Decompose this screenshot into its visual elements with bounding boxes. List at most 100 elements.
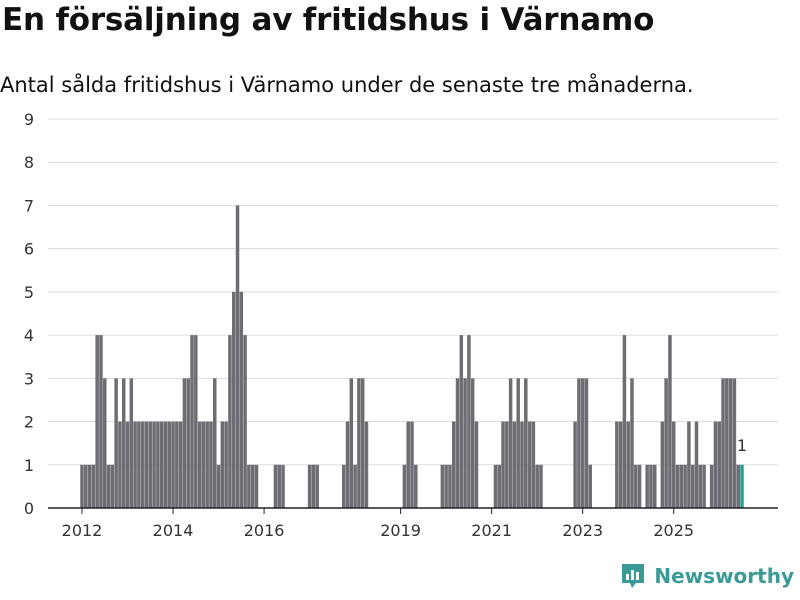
bar [213, 378, 217, 508]
bar [156, 421, 160, 508]
bar [694, 421, 699, 508]
bar [106, 464, 111, 508]
bar [121, 378, 126, 508]
x-tick-label: 2023 [562, 521, 603, 540]
bar [80, 464, 84, 508]
bar [618, 421, 623, 508]
bar [524, 378, 528, 508]
bar [103, 378, 107, 508]
bar [467, 335, 471, 508]
bar [353, 464, 357, 508]
bar [220, 421, 225, 508]
x-tick-label: 2025 [653, 521, 694, 540]
bar [114, 378, 118, 508]
bar [531, 421, 536, 508]
bar [87, 464, 92, 508]
bar [455, 378, 460, 508]
bar [414, 464, 418, 508]
bar [470, 378, 475, 508]
y-tick-label: 7 [24, 196, 34, 215]
bar [728, 378, 733, 508]
bar [539, 464, 543, 508]
y-tick-label: 5 [24, 283, 34, 302]
chart-subtitle: Antal sålda fritidshus i Värnamo under d… [0, 73, 694, 97]
bar [205, 421, 209, 508]
bar [451, 421, 456, 508]
y-tick-label: 2 [24, 413, 34, 432]
bar [345, 421, 350, 508]
bar [410, 421, 414, 508]
bar [577, 378, 581, 508]
bar [357, 378, 361, 508]
y-tick-label: 4 [24, 326, 34, 345]
bar [626, 421, 630, 508]
bar [535, 464, 539, 508]
bar [163, 421, 168, 508]
bar [129, 378, 134, 508]
y-tick-label: 8 [24, 153, 34, 172]
bar [247, 464, 251, 508]
bar [664, 378, 668, 508]
bar [281, 464, 285, 508]
bar [239, 291, 244, 508]
bar-chart: 0 1 2 3 4 5 6 7 8 9 1 2012 2014 2016 2019 2021 2023 2025 [24, 110, 778, 540]
bar [152, 421, 156, 508]
bar [588, 464, 593, 508]
bar [315, 464, 319, 508]
bar [178, 421, 183, 508]
bar [133, 421, 137, 508]
bar [732, 378, 737, 508]
bar [508, 378, 513, 508]
x-tick-label: 2021 [471, 521, 512, 540]
bar [698, 464, 703, 508]
bar [474, 421, 479, 508]
bar [231, 291, 236, 508]
newsworthy-logo-icon [622, 564, 645, 588]
bar [653, 464, 657, 508]
x-tick-label: 2014 [153, 521, 194, 540]
bar [273, 464, 278, 508]
bar [444, 464, 448, 508]
bar [144, 421, 149, 508]
bar [713, 421, 718, 508]
y-tick-label: 0 [24, 499, 34, 518]
x-tick-label: 2019 [380, 521, 421, 540]
bar [235, 205, 240, 508]
bar [402, 464, 407, 508]
bar [91, 464, 96, 508]
bar [364, 421, 369, 508]
bar [250, 464, 255, 508]
y-tick-label: 9 [24, 110, 34, 129]
brand-name: Newsworthy [654, 564, 794, 588]
bar [702, 464, 706, 508]
bar [440, 464, 445, 508]
bar [671, 421, 676, 508]
bar [209, 421, 213, 508]
bar [637, 464, 642, 508]
bar [186, 378, 190, 508]
bar [584, 378, 589, 508]
x-tick-label: 2016 [244, 521, 285, 540]
bar [99, 335, 103, 508]
bar [175, 421, 179, 508]
bar [167, 421, 171, 508]
y-tick-label: 1 [24, 456, 34, 475]
bar [615, 421, 619, 508]
bar [140, 421, 145, 508]
bar [125, 421, 130, 508]
bar [224, 421, 228, 508]
bar [645, 464, 649, 508]
bar [95, 335, 99, 508]
bar [137, 421, 141, 508]
bar [201, 421, 206, 508]
bar [277, 464, 281, 508]
bar [360, 378, 365, 508]
bar [725, 378, 729, 508]
bar [194, 335, 198, 508]
bar [516, 378, 520, 508]
bar [675, 464, 680, 508]
bar [406, 421, 410, 508]
bar [634, 464, 638, 508]
bar [110, 464, 115, 508]
bar [448, 464, 452, 508]
